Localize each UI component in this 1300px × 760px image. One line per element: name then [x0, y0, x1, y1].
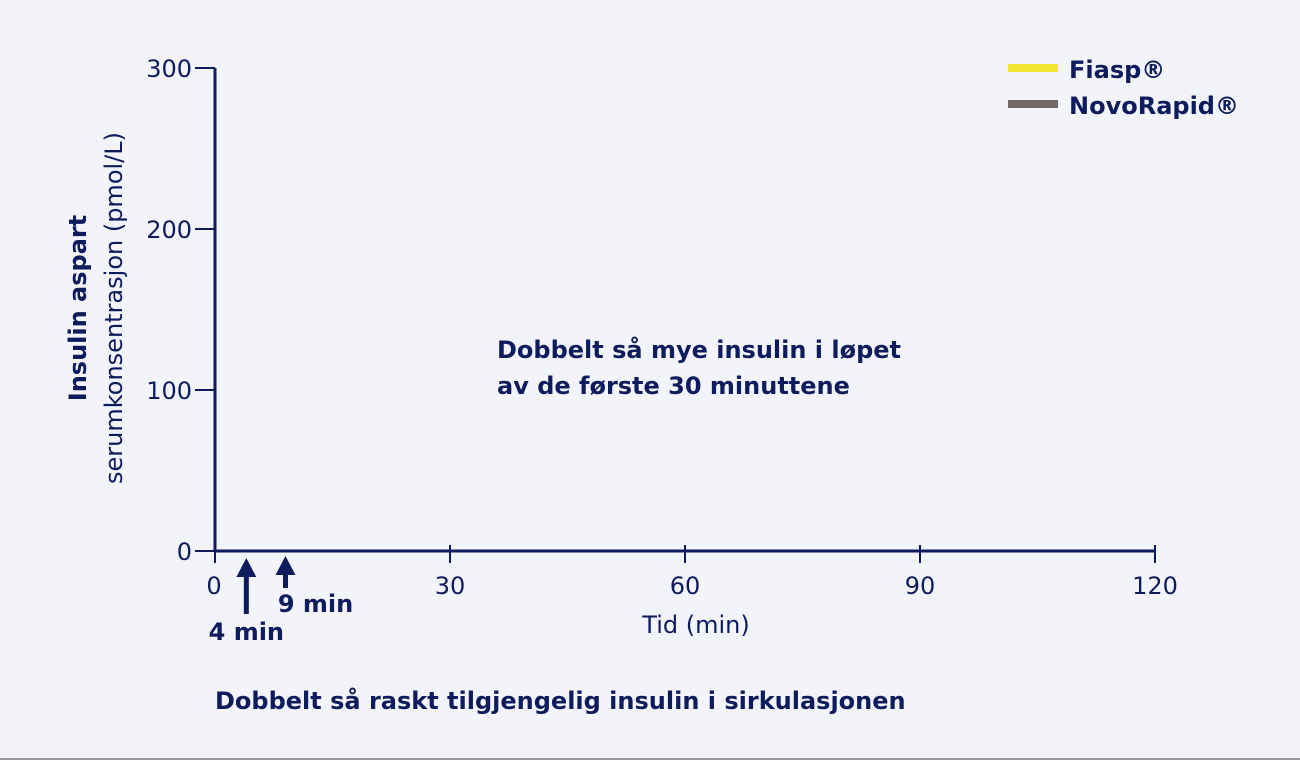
legend-label-novorapid: NovoRapid®	[1069, 92, 1239, 120]
x-tick-label: 30	[435, 572, 466, 600]
arrow-up-icon	[236, 558, 257, 614]
y-tick-label: 200	[146, 216, 192, 244]
legend-label-fiasp: Fiasp®	[1069, 56, 1165, 84]
x-tick-label: 120	[1132, 572, 1178, 600]
legend: Fiasp® NovoRapid®	[1008, 56, 1239, 120]
x-tick-label: 90	[905, 572, 936, 600]
y-tick-label: 0	[177, 538, 192, 566]
y-axis-title: serumkonsentrasjon (pmol/L)	[100, 132, 128, 484]
y-tick-label: 300	[146, 55, 192, 83]
arrow-label-9-min: 9 min	[278, 590, 353, 618]
y-tick-label: 100	[146, 377, 192, 405]
x-tick-label: 0	[206, 572, 221, 600]
annotation-center-line1: Dobbelt så mye insulin i løpet	[497, 335, 901, 364]
y-axis-title-bold: Insulin aspart	[64, 215, 92, 401]
bottom-border	[0, 758, 1300, 760]
arrow-label-4-min: 4 min	[209, 618, 284, 646]
x-tick-label: 60	[670, 572, 701, 600]
x-ticks: 0 30 60 90 120	[206, 545, 1178, 600]
annotation-bottom: Dobbelt så raskt tilgjengelig insulin i …	[215, 686, 906, 715]
x-axis-title: Tid (min)	[641, 611, 749, 639]
annotation-center-line2: av de første 30 minuttene	[497, 372, 850, 400]
arrow-up-icon	[275, 556, 296, 588]
y-ticks: 0 100 200 300	[146, 55, 215, 566]
